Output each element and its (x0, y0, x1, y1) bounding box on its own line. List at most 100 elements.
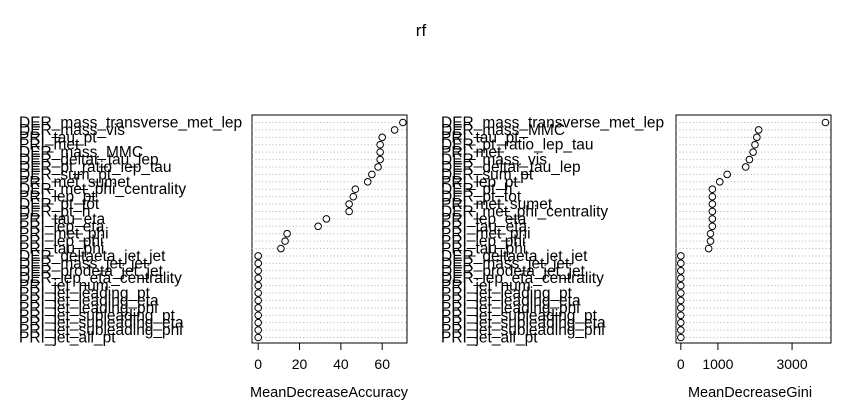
accuracy-variable-label: PRI_met_phi (19, 226, 109, 243)
gini-x-ticks: 0 1000 3000 (677, 343, 808, 372)
gini-variable-label: PRI_lep_eta (441, 211, 527, 228)
accuracy-variable-label: PRI_jet_leading_pt (19, 285, 151, 302)
gini-x-tick-label: 1000 (702, 356, 733, 372)
accuracy-x-ticks: 0 20 40 60 (254, 343, 390, 372)
gini-variable-label: DER_pt_ratio_lep_tau (441, 137, 594, 154)
accuracy-variable-label: DER_deltaeta_jet_jet (19, 248, 166, 265)
gini-x-tick-label: 3000 (776, 356, 807, 372)
gini-variable-label: PRI_lep_pt (441, 174, 518, 191)
gini-variable-label: DER_pt_tot (441, 189, 522, 206)
gini-point (708, 215, 717, 223)
gini-point (677, 281, 685, 290)
gini-point (708, 192, 717, 201)
gini-variable-label: PRI_tau_eta (441, 218, 528, 235)
gini-point (677, 296, 685, 305)
accuracy-point (254, 326, 263, 334)
gini-point (749, 148, 757, 156)
accuracy-x-tick-label: 20 (292, 356, 308, 372)
accuracy-point (376, 140, 384, 149)
accuracy-variable-label: DER_sum_pt (19, 166, 112, 183)
accuracy-point (283, 229, 291, 238)
accuracy-point (374, 163, 382, 171)
accuracy-point (351, 185, 360, 194)
accuracy-variable-label: PRI_lep_eta (19, 218, 105, 235)
gini-point (706, 237, 715, 245)
accuracy-variable-label: PRI_tau_phi (19, 241, 104, 258)
gini-plot-frame (675, 114, 832, 344)
accuracy-x-axis-label: MeanDecreaseAccuracy (250, 385, 409, 401)
gini-variable-label: PRI_jet_leading_phi (441, 300, 580, 317)
gini-point (715, 178, 724, 186)
accuracy-point (345, 200, 353, 208)
gini-variable-label: PRI_tau_pt (441, 129, 519, 146)
accuracy-point (254, 274, 263, 282)
gini-point (677, 274, 685, 282)
accuracy-point (277, 244, 285, 253)
accuracy-point (349, 192, 358, 201)
accuracy-variable-label: DER_mass_transverse_met_lep (19, 115, 242, 132)
accuracy-plot-frame (251, 114, 408, 344)
accuracy-point (345, 207, 353, 216)
accuracy-variable-label: DER_mass_jet_jet (19, 255, 148, 272)
accuracy-x-tick-label: 40 (333, 356, 349, 372)
accuracy-point (376, 155, 384, 164)
gini-point (751, 140, 759, 149)
gini-points (677, 118, 830, 342)
gini-variable-label: PRI_met_sumet (441, 196, 553, 213)
accuracy-point (399, 118, 407, 127)
gini-point (677, 304, 685, 312)
accuracy-variable-label: DER_pt_ratio_lep_tau (19, 159, 172, 176)
accuracy-point (322, 215, 331, 223)
gini-variable-label: DER_prodeta_jet_jet (441, 263, 586, 280)
accuracy-variable-label: PRI_jet_subleading_phi (19, 322, 183, 339)
gini-x-tick-label: 0 (677, 356, 685, 372)
accuracy-variable-label: DER_lep_eta_centrality (19, 270, 182, 287)
gini-variable-label: DER_pt_h (441, 181, 513, 198)
gini-variable-label: PRI_jet_all_pt (441, 330, 538, 347)
gini-point (677, 318, 685, 327)
gini-point (677, 266, 685, 275)
gini-point (708, 207, 717, 216)
gini-point (821, 118, 830, 127)
gini-variable-label: PRI_jet_subleading_pt (441, 307, 598, 324)
accuracy-point (254, 266, 263, 275)
gini-point (704, 244, 713, 253)
accuracy-variable-label: PRI_jet_num (19, 278, 109, 295)
accuracy-variable-label: DER_met_phi_centrality (19, 181, 186, 198)
accuracy-variable-label: PRI_lep_phi (19, 233, 103, 250)
accuracy-row-guides (252, 122, 407, 338)
gini-point (741, 163, 750, 171)
gini-point (677, 252, 685, 260)
accuracy-point (254, 259, 263, 268)
gini-panel: DER_mass_transverse_met_lepDER_mass_MMCP… (441, 114, 832, 401)
accuracy-point (254, 318, 263, 327)
gini-point (677, 333, 685, 342)
gini-point (754, 126, 763, 134)
gini-variable-label: PRI_jet_subleading_eta (441, 315, 606, 332)
gini-variable-label: DER_met_phi_centrality (441, 203, 608, 220)
accuracy-points (254, 118, 407, 342)
gini-point (723, 170, 731, 179)
gini-variable-label: PRI_jet_leading_pt (441, 285, 573, 302)
gini-variable-label: PRI_jet_num (441, 278, 531, 295)
accuracy-point (390, 126, 399, 134)
accuracy-x-tick-label: 60 (374, 356, 390, 372)
accuracy-variable-label: PRI_jet_subleading_eta (19, 315, 184, 332)
accuracy-variable-label: PRI_jet_leading_eta (19, 292, 159, 309)
accuracy-point (254, 281, 263, 290)
gini-variable-label: DER_lep_eta_centrality (441, 270, 604, 287)
gini-variable-label: DER_sum_pt (441, 166, 534, 183)
accuracy-variable-label: PRI_tau_pt (19, 129, 97, 146)
accuracy-point (254, 252, 263, 260)
accuracy-point (254, 296, 263, 305)
accuracy-point (254, 289, 263, 297)
gini-point (708, 222, 717, 231)
gini-point (708, 185, 717, 194)
gini-variable-label: PRI_met_phi (441, 226, 531, 243)
accuracy-point (254, 304, 263, 312)
gini-point (677, 289, 685, 297)
accuracy-variable-label: DER_mass_vis (19, 122, 125, 139)
gini-variable-label: DER_deltaeta_jet_jet (441, 248, 588, 265)
accuracy-variable-label: PRI_tau_eta (19, 211, 106, 228)
gini-variable-label: DER_deltar_tau_lep (441, 159, 581, 176)
